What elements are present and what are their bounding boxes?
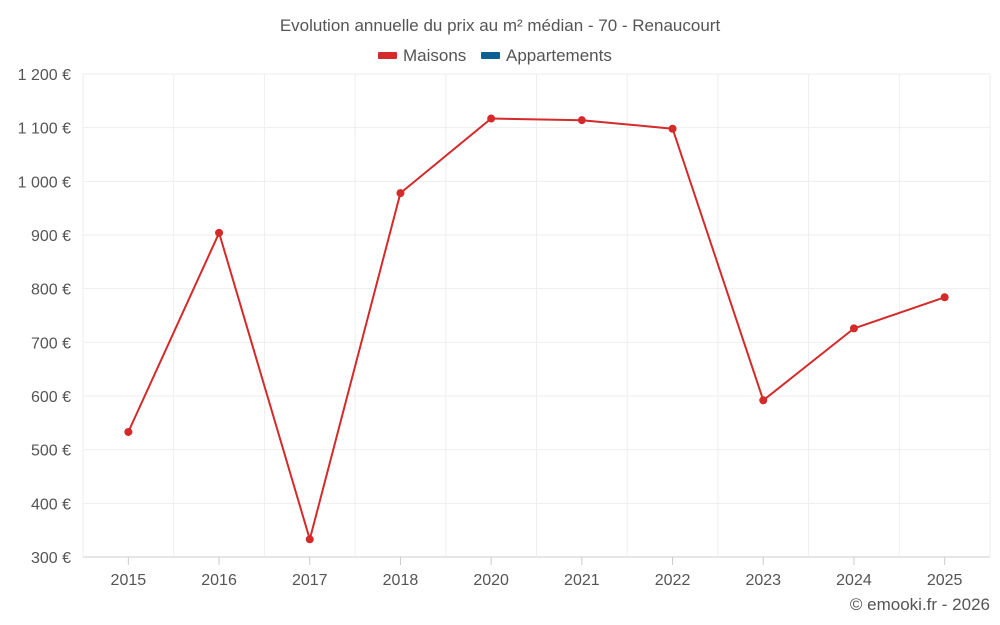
legend-swatch-maisons (378, 52, 397, 59)
y-tick-label: 400 € (31, 496, 71, 513)
x-tick-label: 2016 (201, 572, 237, 589)
data-point-maisons-2015[interactable] (124, 427, 133, 436)
data-point-maisons-2017[interactable] (305, 535, 314, 544)
legend: Maisons Appartements (378, 46, 612, 65)
x-axis-ticks: 2015 2016 2017 2018 2020 2021 2022 2023 2024 2025 (111, 557, 963, 589)
data-point-maisons-2020[interactable] (487, 114, 496, 123)
y-axis-ticks: 300 € 400 € 500 € 600 € 700 € 800 € 900 € 1 000… (18, 67, 71, 567)
series-maisons (124, 114, 949, 544)
y-tick-label: 300 € (31, 550, 71, 567)
x-tick-label: 2022 (655, 572, 691, 589)
y-tick-label: 500 € (31, 443, 71, 460)
x-tick-label: 2018 (383, 572, 419, 589)
y-tick-label: 900 € (31, 228, 71, 245)
data-point-maisons-2018[interactable] (396, 189, 405, 198)
x-tick-label: 2024 (836, 572, 872, 589)
y-tick-label: 1 100 € (18, 121, 71, 138)
legend-label-appartements: Appartements (506, 46, 612, 65)
data-point-maisons-2025[interactable] (940, 293, 949, 302)
x-tick-label: 2020 (473, 572, 509, 589)
x-tick-label: 2021 (564, 572, 600, 589)
series-line-maisons (127, 117, 945, 541)
legend-item-appartements[interactable]: Appartements (481, 46, 612, 65)
data-point-maisons-2024[interactable] (849, 324, 858, 333)
chart-title: Evolution annuelle du prix au m² médian … (280, 16, 721, 35)
x-tick-label: 2015 (111, 572, 147, 589)
y-tick-label: 1 200 € (18, 67, 71, 84)
credit-label: © emooki.fr - 2026 (850, 595, 990, 614)
x-tick-label: 2023 (745, 572, 781, 589)
data-point-maisons-2022[interactable] (668, 124, 677, 133)
data-point-maisons-2021[interactable] (577, 116, 586, 125)
y-tick-label: 600 € (31, 389, 71, 406)
y-tick-label: 1 000 € (18, 174, 71, 191)
grid (82, 73, 991, 558)
data-point-maisons-2016[interactable] (215, 228, 224, 237)
x-tick-label: 2025 (927, 572, 963, 589)
data-point-maisons-2023[interactable] (759, 396, 768, 405)
y-tick-label: 700 € (31, 335, 71, 352)
legend-item-maisons[interactable]: Maisons (378, 46, 466, 65)
y-tick-label: 800 € (31, 282, 71, 299)
legend-swatch-appartements (481, 52, 500, 59)
legend-label-maisons: Maisons (403, 46, 466, 65)
x-tick-label: 2017 (292, 572, 328, 589)
